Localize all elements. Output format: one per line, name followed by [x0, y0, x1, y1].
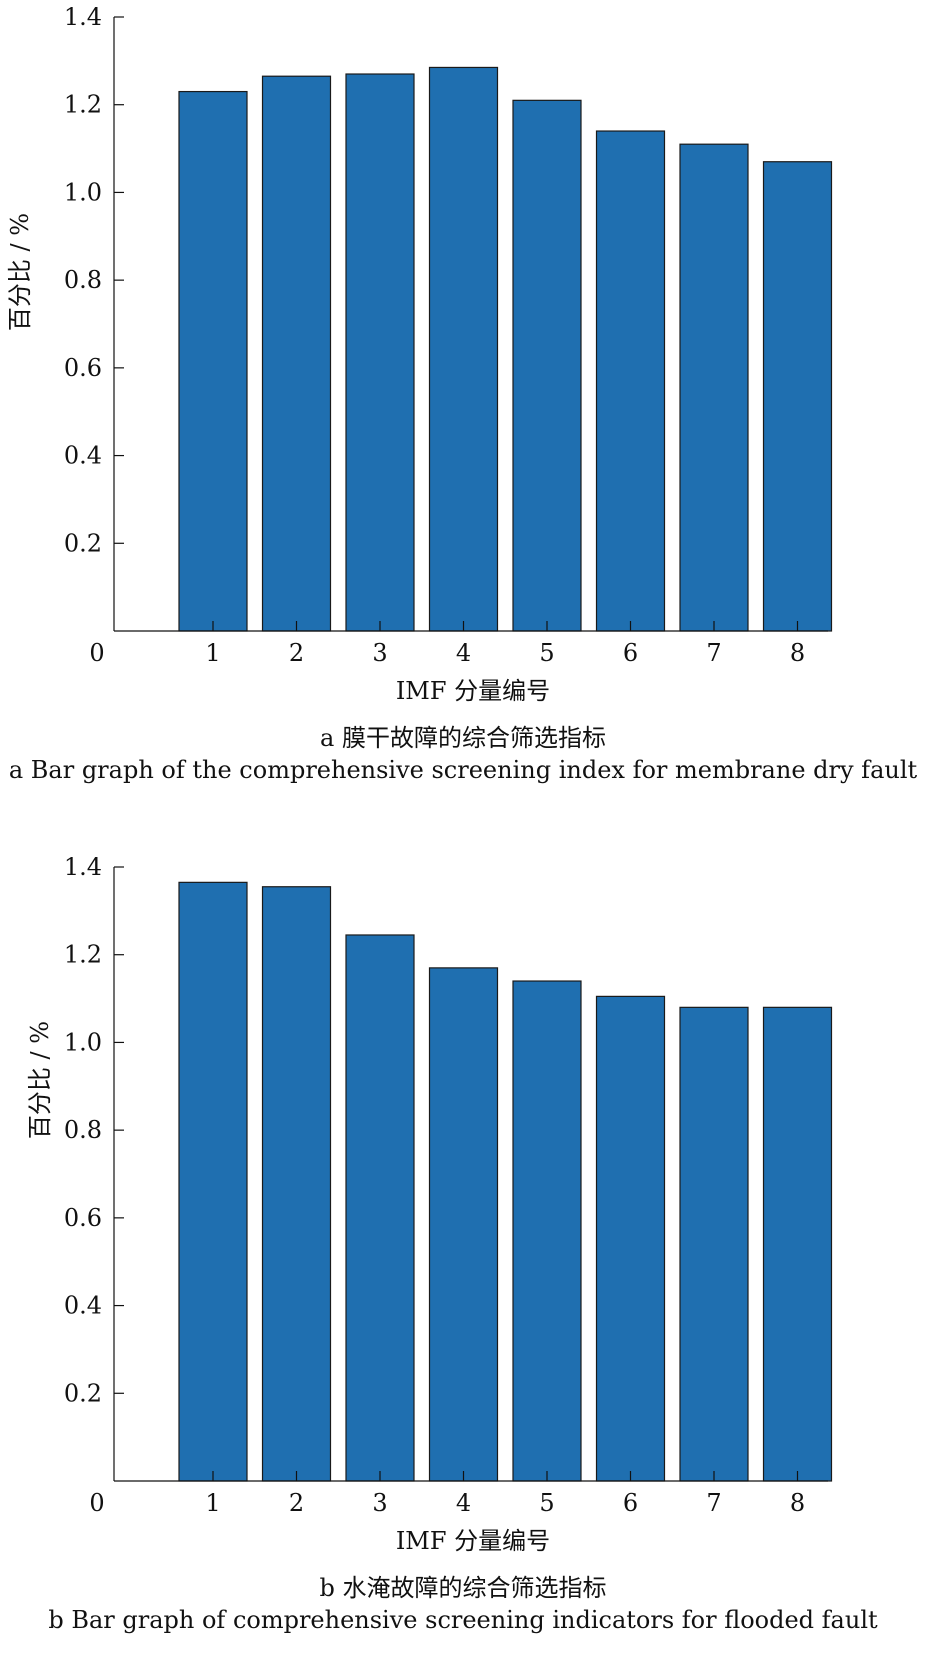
chart-b-bar-4 — [428, 967, 499, 1482]
caption-en-a: a Bar graph of the comprehensive screeni… — [8, 756, 918, 784]
chart-a-y-axis-title: 百分比 / % — [6, 213, 34, 331]
chart-b-bar-6 — [595, 995, 666, 1482]
chart-a-bar-4 — [428, 66, 499, 632]
chart-a-bar-8 — [762, 161, 833, 632]
chart-a-xtick-label-5: 5 — [539, 639, 554, 667]
chart-b-ytick-label-1.4: 1.4 — [64, 853, 102, 881]
chart-panel-b: 0.2 0.4 0.6 0.8 1.0 1.2 1.4 0 1 2 3 4 5 6 7 8 IMF 分量编号 百分… — [0, 850, 926, 1666]
chart-a-ytick-label-1.0: 1.0 — [64, 178, 102, 206]
chart-b-ytick-label-1.0: 1.0 — [64, 1028, 102, 1056]
chart-b-xtick-label-3: 3 — [372, 1489, 387, 1517]
chart-b-bar-1 — [178, 881, 248, 1482]
chart-a-xtick-label-8: 8 — [790, 639, 805, 667]
chart-b-bar-5 — [512, 980, 582, 1482]
chart-b-ytick-label-0.2: 0.2 — [64, 1379, 102, 1407]
caption-cn-b: b 水淹故障的综合筛选指标 — [319, 1574, 607, 1602]
chart-a-bar-7 — [679, 143, 749, 632]
chart-b-xtick-label-2: 2 — [289, 1489, 304, 1517]
chart-b-xtick-label-6: 6 — [623, 1489, 638, 1517]
chart-b-xtick-label-5: 5 — [539, 1489, 554, 1517]
chart-b-ytick-label-1.2: 1.2 — [64, 941, 102, 969]
bar-chart-b: 0.2 0.4 0.6 0.8 1.0 1.2 1.4 0 1 2 3 4 5 6 7 8 IMF 分量编号 百分… — [26, 853, 833, 1555]
chart-a-bar-3 — [345, 73, 415, 632]
chart-b-ytick-label-0.4: 0.4 — [64, 1292, 102, 1320]
chart-a-xtick-label-3: 3 — [372, 639, 387, 667]
chart-b-ytick-label-0.6: 0.6 — [64, 1204, 102, 1232]
chart-b-xtick-label-8: 8 — [790, 1489, 805, 1517]
caption-en-b: b Bar graph of comprehensive screening i… — [48, 1606, 878, 1634]
chart-a-xtick-label-2: 2 — [289, 639, 304, 667]
chart-a-xtick-label-6: 6 — [623, 639, 638, 667]
chart-a-bar-2 — [261, 75, 332, 632]
chart-a-bar-1 — [178, 90, 248, 632]
chart-a-xtick-label-7: 7 — [706, 639, 721, 667]
chart-a-origin-label: 0 — [89, 639, 104, 667]
chart-b-ytick-label-0.8: 0.8 — [64, 1116, 102, 1144]
chart-a-ytick-label-0.4: 0.4 — [64, 442, 102, 470]
chart-b-bar-8 — [762, 1006, 833, 1482]
chart-a-ytick-label-0.2: 0.2 — [64, 529, 102, 557]
caption-cn-a: a 膜干故障的综合筛选指标 — [320, 724, 606, 752]
chart-a-xtick-label-4: 4 — [456, 639, 471, 667]
chart-a-ytick-label-1.2: 1.2 — [64, 91, 102, 119]
chart-panel-a: 0.2 0.4 0.6 0.8 1.0 1.2 1.4 0 1 2 3 4 5 6 7 8 IMF 分量编号 百分… — [0, 0, 926, 800]
chart-b-xtick-label-4: 4 — [456, 1489, 471, 1517]
chart-b-x-axis-title: IMF 分量编号 — [396, 1527, 550, 1555]
chart-a-ytick-label-0.6: 0.6 — [64, 354, 102, 382]
chart-a-ytick-label-1.4: 1.4 — [64, 3, 102, 31]
chart-b-xtick-label-7: 7 — [706, 1489, 721, 1517]
chart-a-xtick-label-1: 1 — [205, 639, 220, 667]
chart-b-xtick-label-1: 1 — [205, 1489, 220, 1517]
chart-a-x-axis-title: IMF 分量编号 — [396, 677, 550, 705]
chart-b-y-axis-title: 百分比 / % — [26, 1021, 54, 1139]
chart-a-bar-6 — [595, 130, 666, 632]
chart-b-bar-2 — [261, 886, 332, 1482]
chart-b-bar-7 — [679, 1006, 749, 1482]
chart-a-ytick-label-0.8: 0.8 — [64, 266, 102, 294]
bar-chart-a: 0.2 0.4 0.6 0.8 1.0 1.2 1.4 0 1 2 3 4 5 6 7 8 IMF 分量编号 百分… — [6, 3, 833, 705]
chart-b-origin-label: 0 — [89, 1489, 104, 1517]
chart-b-bar-3 — [345, 934, 415, 1482]
chart-a-bar-5 — [512, 99, 582, 632]
